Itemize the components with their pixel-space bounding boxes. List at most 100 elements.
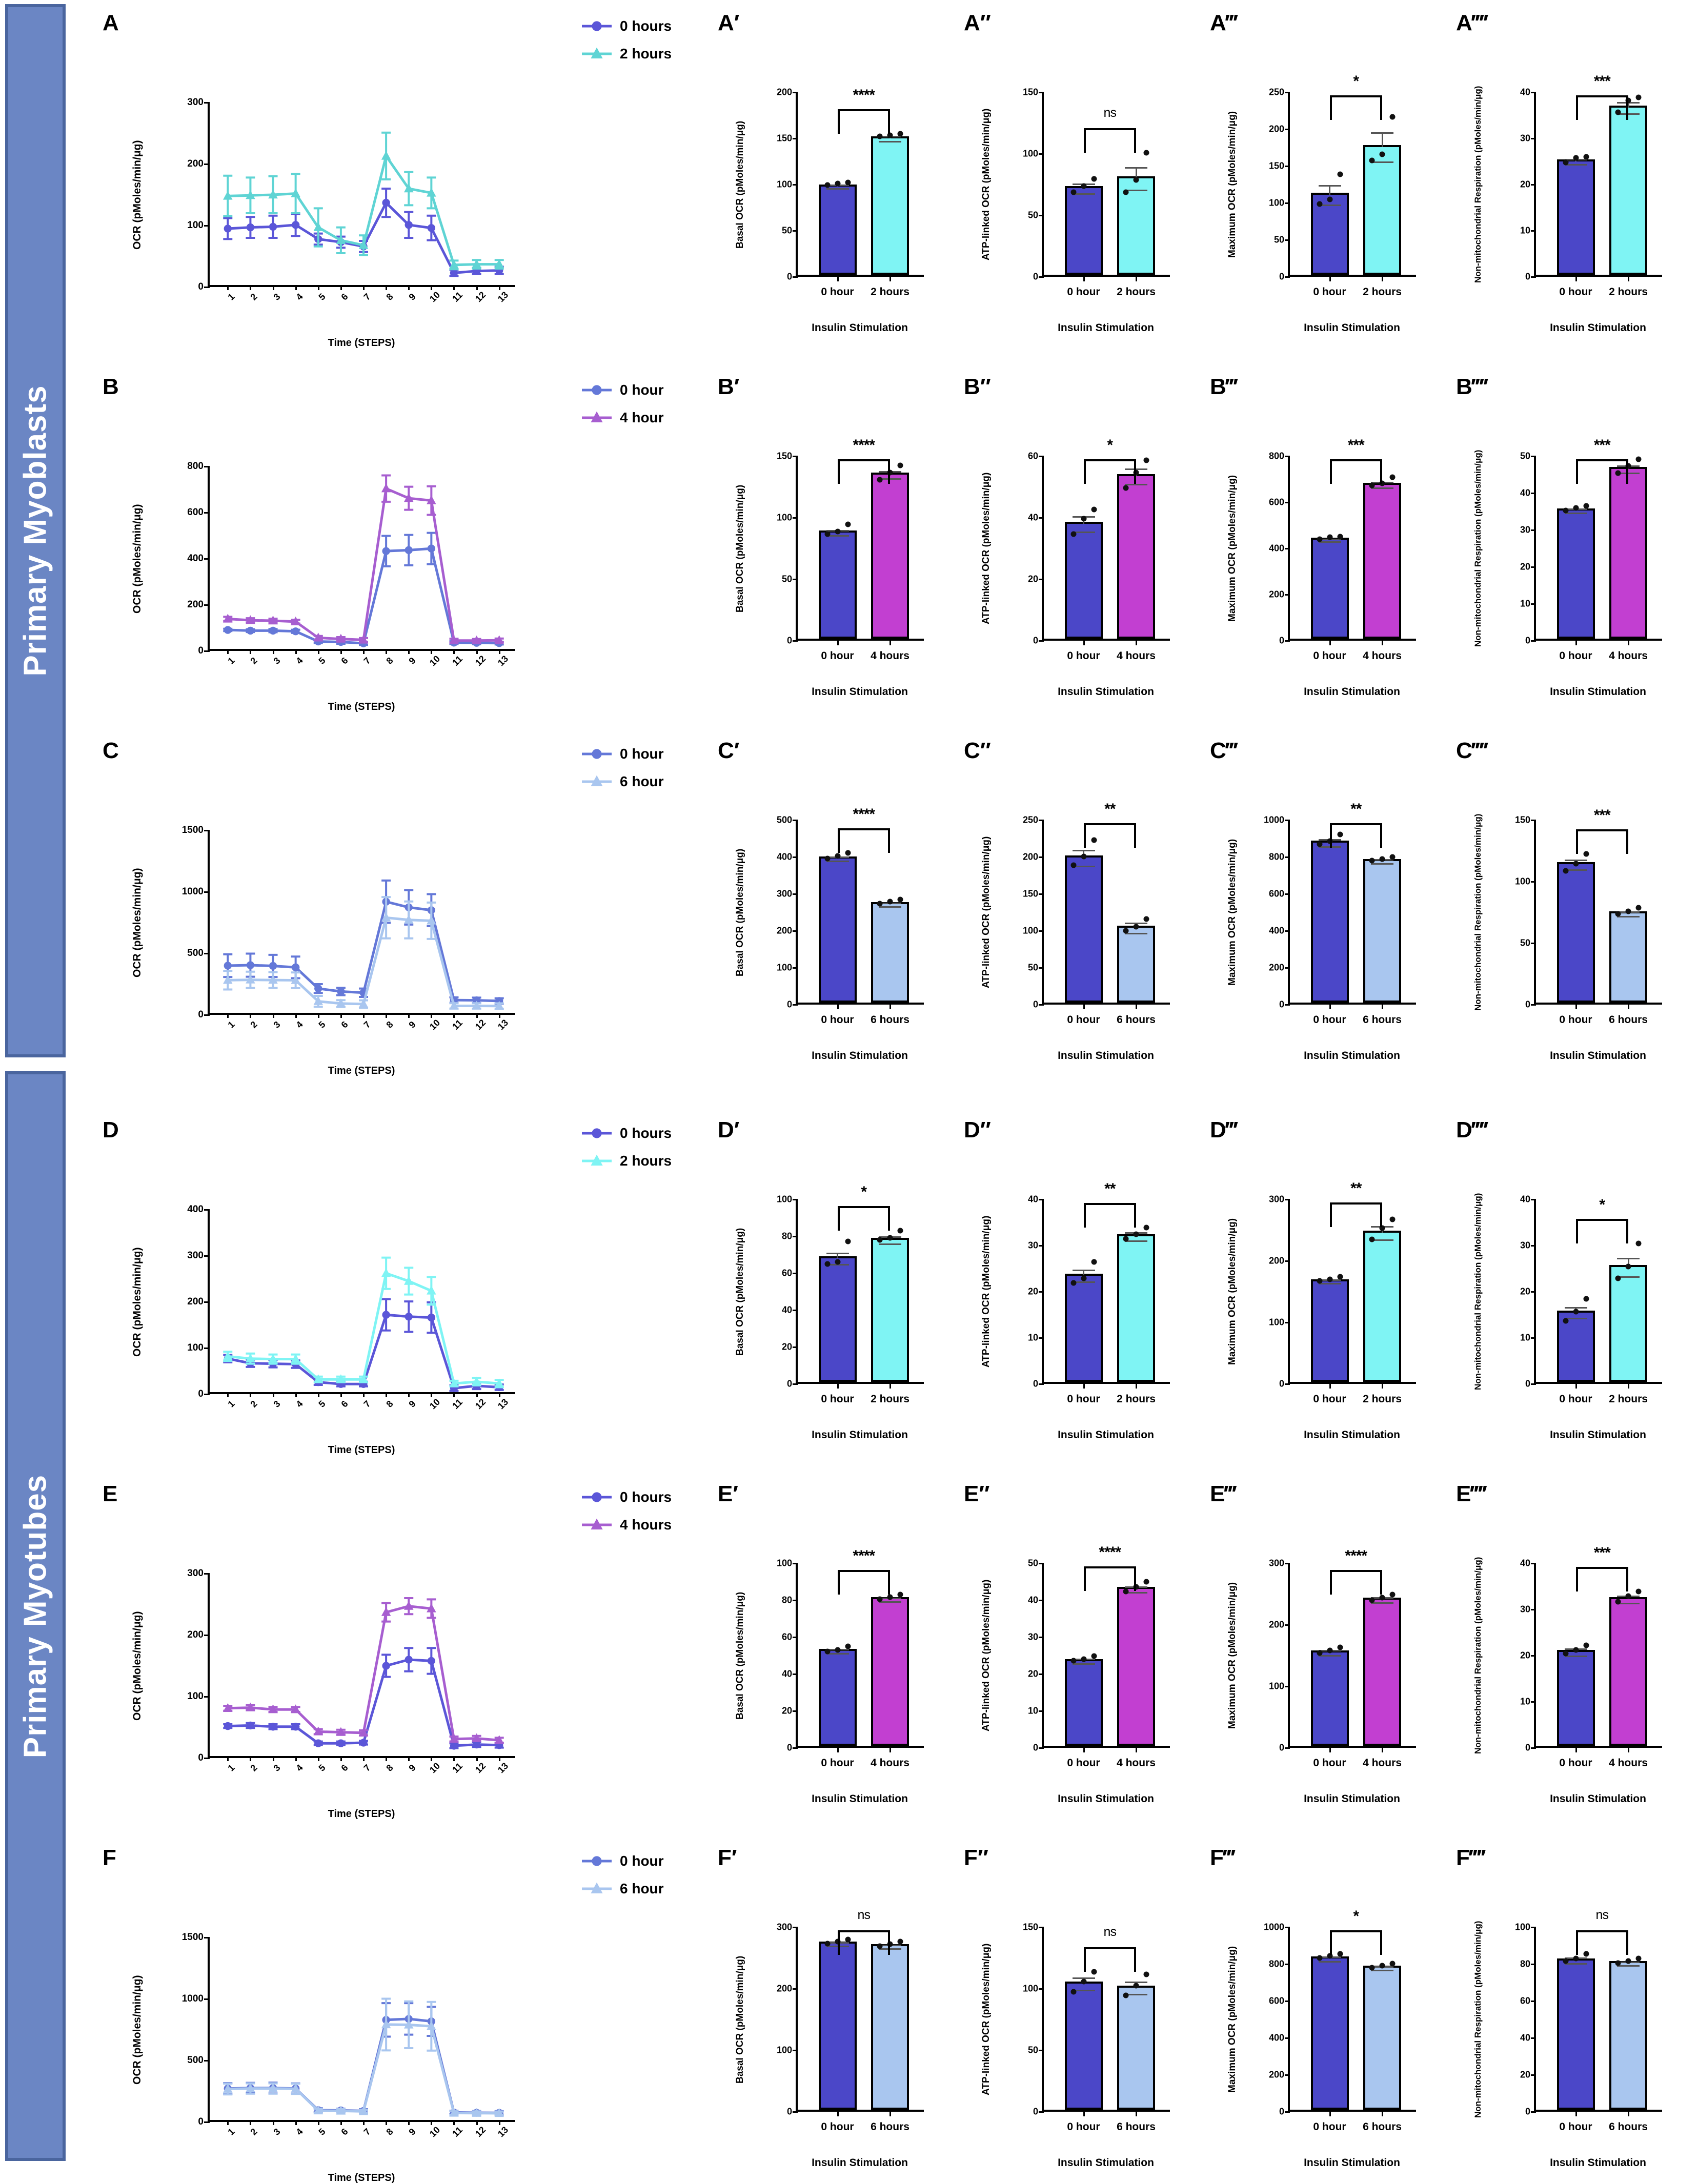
y-tick-label: 0 <box>1525 2106 1530 2117</box>
legend-item[interactable]: 0 hour <box>582 1853 664 1869</box>
legend-item[interactable]: 0 hour <box>582 382 664 398</box>
bar-1[interactable] <box>871 1944 909 2110</box>
significance-label: ns <box>1595 1908 1609 1922</box>
y-tick-mark <box>1039 1563 1044 1564</box>
x-tick-mark <box>363 1392 365 1397</box>
bar-0[interactable] <box>1556 159 1595 275</box>
bar-1[interactable] <box>1117 474 1155 639</box>
y-tick-label: 0 <box>786 635 792 646</box>
data-point <box>1635 456 1642 462</box>
bar-1[interactable] <box>1363 1230 1401 1382</box>
data-point <box>1379 1595 1385 1601</box>
legend-item[interactable]: 0 hours <box>582 18 672 34</box>
x-tick-mark-1 <box>1382 2110 1383 2116</box>
y-tick-label: 250 <box>1022 814 1038 825</box>
y-tick-mark <box>1531 1004 1536 1006</box>
significance-label: ns <box>1103 106 1117 120</box>
bar-1[interactable] <box>1609 1961 1647 2110</box>
bar-0[interactable] <box>1310 193 1349 275</box>
bar-0[interactable] <box>1310 1650 1349 1746</box>
bar-0[interactable] <box>818 856 857 1003</box>
y-tick-mark <box>1531 1563 1536 1564</box>
legend-item[interactable]: 4 hours <box>582 1517 672 1533</box>
bar-chart-F4: F‴′ Non-mitochondrial Respiration (pMoles… <box>1456 1845 1697 2183</box>
bar-1[interactable] <box>871 1597 909 1746</box>
bar-0[interactable] <box>1064 186 1103 275</box>
bar-1[interactable] <box>1609 467 1647 639</box>
y-tick-label: 0 <box>786 271 792 282</box>
bar-1[interactable] <box>1363 859 1401 1003</box>
bar-0[interactable] <box>1064 1982 1103 2110</box>
data-point <box>1563 1958 1568 1964</box>
y-tick-mark <box>1039 640 1044 642</box>
y-tick-label: 10 <box>1520 598 1530 609</box>
x-category-label-0: 0 hour <box>821 1393 854 1405</box>
bar-1[interactable] <box>1609 1265 1647 1382</box>
bar-0[interactable] <box>1310 841 1349 1003</box>
y-tick-mark <box>793 930 798 932</box>
bar-1[interactable] <box>1609 105 1647 275</box>
y-tick-mark <box>1039 1637 1044 1638</box>
legend-item[interactable]: 6 hour <box>582 1881 664 1897</box>
bar-1[interactable] <box>1117 1587 1155 1746</box>
bar-1[interactable] <box>1363 145 1401 275</box>
y-tick-label: 300 <box>187 97 204 108</box>
x-tick-label: 3 <box>271 655 282 666</box>
error-bar-1 <box>1135 167 1137 178</box>
bar-1[interactable] <box>1609 911 1647 1003</box>
bar-1[interactable] <box>1363 1597 1401 1746</box>
x-tick-mark <box>498 1392 500 1397</box>
bar-0[interactable] <box>1064 855 1103 1003</box>
y-tick-mark <box>1285 166 1290 167</box>
data-point <box>1379 1225 1385 1231</box>
bar-0[interactable] <box>1310 1279 1349 1382</box>
bar-0[interactable] <box>1556 1649 1595 1746</box>
legend-item[interactable]: 4 hour <box>582 410 664 426</box>
error-cap-bottom-0 <box>1318 1961 1341 1963</box>
bar-1[interactable] <box>871 136 909 275</box>
legend-item[interactable]: 2 hours <box>582 1153 672 1169</box>
bar-0[interactable] <box>1556 508 1595 639</box>
series-layer <box>223 1256 504 1392</box>
bar-1[interactable] <box>1117 926 1155 1003</box>
line-chart-A: A OCR (pMoles/min/μg) 0 100 200 300 1 2 3 4 5 6 7 8 9 1… <box>103 10 682 349</box>
legend-marker-icon <box>591 1882 603 1893</box>
legend-item[interactable]: 0 hours <box>582 1125 672 1141</box>
bar-0[interactable] <box>1556 1958 1595 2110</box>
bar-1[interactable] <box>1117 1985 1155 2110</box>
x-tick-label: 1 <box>226 2126 237 2137</box>
legend-item[interactable]: 2 hours <box>582 46 672 62</box>
y-tick-mark <box>1039 215 1044 216</box>
y-tick-label: 20 <box>1520 561 1530 572</box>
significance-bracket <box>837 828 890 853</box>
y-tick-label: 80 <box>781 1231 792 1241</box>
bar-0[interactable] <box>818 1256 857 1382</box>
bar-0[interactable] <box>1064 1659 1103 1746</box>
x-tick-mark-1 <box>1628 275 1629 281</box>
bar-0[interactable] <box>818 1942 857 2110</box>
bar-0[interactable] <box>818 1649 857 1746</box>
bar-0[interactable] <box>1310 1956 1349 2110</box>
bar-1[interactable] <box>1363 1966 1401 2110</box>
y-tick-label: 0 <box>1033 2106 1038 2117</box>
legend-item[interactable]: 0 hour <box>582 746 664 762</box>
bar-0[interactable] <box>818 184 857 275</box>
y-tick-label: 0 <box>786 999 792 1010</box>
legend-item[interactable]: 0 hours <box>582 1489 672 1505</box>
error-cap-bottom-0 <box>1072 1281 1095 1283</box>
bar-1[interactable] <box>871 902 909 1003</box>
legend-item[interactable]: 6 hour <box>582 773 664 790</box>
bar-1[interactable] <box>1609 1597 1647 1746</box>
bar-0[interactable] <box>1556 862 1595 1003</box>
error-cap-bottom-0 <box>1318 204 1341 206</box>
bar-0[interactable] <box>1064 522 1103 639</box>
bar-0[interactable] <box>818 530 857 639</box>
bar-0[interactable] <box>1064 1273 1103 1382</box>
bar-1[interactable] <box>1363 482 1401 639</box>
bar-1[interactable] <box>871 473 909 639</box>
bar-0[interactable] <box>1310 538 1349 639</box>
bar-1[interactable] <box>871 1238 909 1382</box>
x-tick-label: 13 <box>495 1017 510 1032</box>
bar-1[interactable] <box>1117 1234 1155 1382</box>
y-tick-mark <box>793 1004 798 1006</box>
